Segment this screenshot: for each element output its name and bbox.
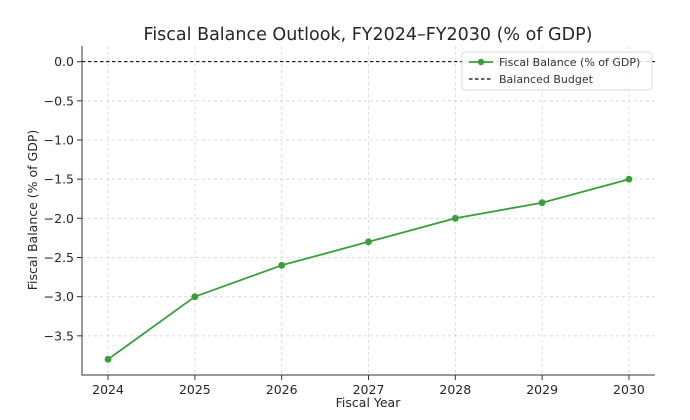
axes	[81, 46, 655, 376]
x-tick-label: 2029	[526, 382, 558, 397]
x-tick-label: 2027	[353, 382, 385, 397]
legend-label-series: Fiscal Balance (% of GDP)	[499, 56, 640, 69]
axis-spines	[81, 46, 655, 376]
data-point	[278, 261, 286, 269]
y-tick-label: −0.5	[44, 93, 74, 108]
x-axis-ticks: 2024 2025 2026 2027 2028 2029 2030	[92, 375, 645, 397]
y-tick-label: −1.0	[44, 133, 74, 148]
x-tick-label: 2030	[613, 382, 645, 397]
legend-swatch-marker	[477, 58, 485, 66]
legend-label-reference: Balanced Budget	[499, 73, 594, 86]
y-tick-label: −2.0	[44, 211, 74, 226]
y-axis-label: Fiscal Balance (% of GDP)	[25, 130, 40, 291]
x-tick-label: 2024	[92, 382, 124, 397]
data-point	[451, 214, 459, 222]
data-point	[104, 355, 112, 363]
y-tick-label: −3.0	[44, 289, 74, 304]
chart-title: Fiscal Balance Outlook, FY2024–FY2030 (%…	[144, 25, 593, 45]
data-point	[625, 175, 633, 183]
y-axis-ticks: 0.0 −0.5 −1.0 −1.5 −2.0 −2.5 −3.0 −3.5	[44, 54, 82, 343]
legend-box	[461, 51, 653, 91]
y-tick-label: −2.5	[44, 250, 74, 265]
y-tick-label: 0.0	[54, 54, 74, 69]
y-tick-label: −1.5	[44, 172, 74, 187]
x-tick-label: 2026	[266, 382, 298, 397]
data-point	[538, 199, 546, 207]
x-tick-label: 2025	[179, 382, 211, 397]
x-axis-label: Fiscal Year	[336, 395, 402, 410]
x-tick-label: 2028	[439, 382, 471, 397]
series-layer	[104, 175, 633, 363]
grid-lines	[82, 46, 655, 375]
data-point	[365, 238, 372, 246]
data-point	[191, 293, 199, 301]
y-tick-label: −3.5	[44, 328, 74, 343]
legend: Fiscal Balance (% of GDP) Balanced Budge…	[461, 51, 653, 91]
